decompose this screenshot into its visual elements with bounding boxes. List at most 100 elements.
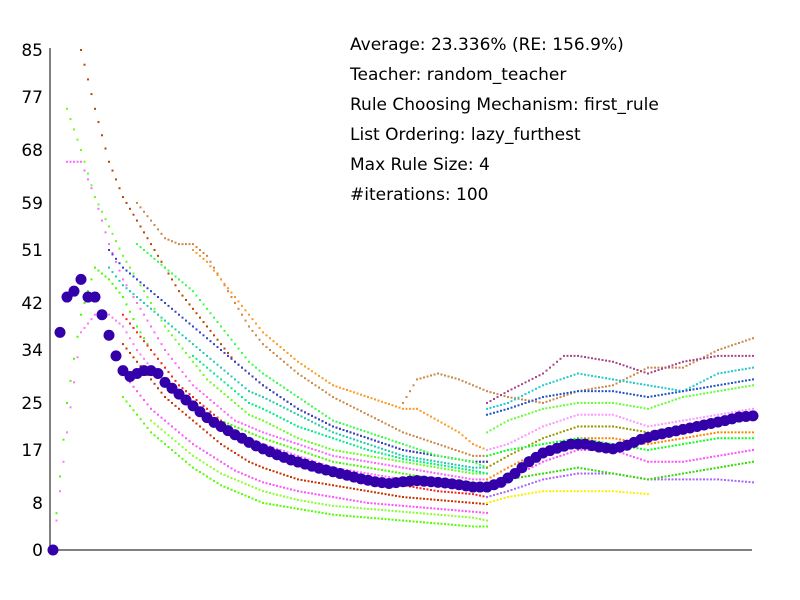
series-point [713,350,716,353]
series-point [202,363,205,366]
series-point [545,400,548,403]
series-point [237,454,240,457]
series-point [465,452,467,455]
series-point [479,463,481,466]
series-point [482,465,485,468]
series-point [409,505,411,508]
series-point [171,334,173,337]
series-point [437,372,439,375]
series-point [633,405,635,408]
series-point [640,458,642,461]
series-point [360,410,362,413]
series-point [727,479,730,482]
series-point [731,452,733,455]
series-point [745,461,747,464]
series-point [671,444,674,447]
series-point [129,310,131,313]
series-point [629,419,632,422]
series-point [328,453,331,456]
series-point [132,409,135,412]
series-point [731,431,733,434]
series-point [248,360,250,363]
series-point [643,407,646,410]
series-point [531,389,534,392]
series-point [416,460,418,463]
series-point [164,349,166,351]
series-point [661,423,663,426]
series-point [668,392,670,395]
series-point [195,445,198,448]
series-point [650,442,653,445]
series-point [706,386,709,389]
series-point [332,437,334,440]
series-point [209,312,212,315]
series-point [493,411,495,414]
y-tick-label-42: 42 [21,294,43,314]
series-point [745,480,747,483]
series-point [234,301,236,304]
series-point [300,444,303,447]
series-point [356,470,359,473]
series-point [570,467,572,470]
series-point [545,471,548,474]
series-point [720,389,723,392]
series-point [612,384,614,387]
series-point [283,398,285,401]
series-point [433,471,436,474]
series-point [192,325,194,328]
series-point [745,450,747,453]
series-point [286,451,289,454]
series-point [545,477,548,480]
series-point [675,438,677,441]
series-point [164,237,166,240]
series-point [409,459,411,461]
series-point [199,369,201,372]
series-point [636,457,639,460]
series-point [195,365,198,368]
series-point [192,307,194,310]
series-point [237,479,240,482]
series-point [227,422,229,425]
series-point [262,384,264,387]
series-point [111,169,114,172]
series-point [549,477,551,480]
series-point [549,381,551,384]
series-point [486,401,488,404]
series-point [304,457,306,460]
series-point [507,449,509,451]
series-point [535,444,537,447]
series-point [265,467,268,470]
series-point [279,485,282,488]
series-point [531,377,534,380]
series-point [703,392,705,395]
series-point [727,388,730,391]
series-point [129,351,131,354]
series-point [174,404,177,407]
series-point [706,354,709,357]
series-point [272,434,275,437]
series-point [76,138,79,141]
series-point [552,380,555,383]
series-point [437,454,439,457]
series-point [374,461,376,464]
series-point [220,472,222,475]
series-point [605,390,607,393]
series-point [573,450,576,453]
series-point [626,392,628,395]
series-point [430,513,432,516]
series-point [174,428,177,431]
series-point [629,393,632,396]
series-point [321,451,324,454]
series-point [752,407,754,410]
series-point [164,396,166,399]
series-point [433,373,436,376]
series-point [524,401,527,404]
series-point [587,388,590,391]
series-point [157,337,159,340]
series-point [167,304,170,307]
series-point [185,351,187,354]
series-point [538,397,541,400]
series-point [311,414,313,417]
series-point [689,441,691,444]
series-point [594,413,597,416]
